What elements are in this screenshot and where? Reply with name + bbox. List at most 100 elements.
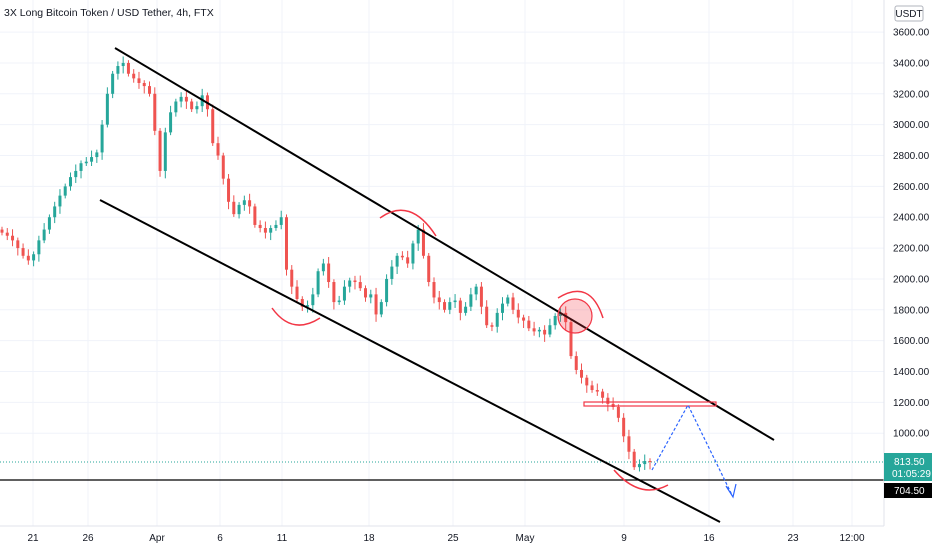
candle-body [574, 356, 578, 370]
candle-body [348, 280, 352, 287]
candle-body [116, 66, 120, 74]
resistance-arc-2[interactable] [557, 290, 604, 319]
candle [353, 275, 357, 290]
candle-body [469, 294, 473, 307]
candle [490, 322, 494, 332]
candle [263, 221, 267, 239]
candle-body [79, 163, 83, 171]
candle [21, 243, 25, 259]
candle-body [16, 240, 20, 249]
candle-body [32, 254, 36, 261]
candle [284, 214, 288, 276]
candle-body [464, 306, 468, 313]
candle-series [0, 56, 652, 472]
candle [0, 226, 4, 236]
support-arc-1[interactable] [271, 307, 321, 326]
candle-body [68, 177, 72, 187]
channel-upper-line[interactable] [114, 47, 775, 441]
candle [195, 101, 199, 114]
candle [248, 193, 252, 214]
candle-body [569, 322, 573, 357]
candle-body [63, 186, 67, 196]
candle-body [221, 155, 225, 179]
x-tick-label: May [516, 533, 535, 544]
candle [342, 280, 346, 305]
candle-body [169, 112, 173, 133]
candle [432, 277, 436, 304]
candle [458, 297, 462, 321]
candle [53, 201, 57, 224]
candle-body [242, 200, 246, 205]
currency-badge[interactable]: USDT [894, 5, 924, 22]
x-tick-label: 21 [27, 533, 39, 544]
candle-body [453, 300, 457, 303]
candle-body [295, 286, 299, 299]
candle-body [500, 303, 504, 313]
candle [63, 183, 67, 199]
x-tick-label: 11 [277, 533, 288, 544]
candle [274, 220, 278, 231]
candle [100, 120, 104, 160]
candle-body [437, 297, 441, 303]
candle-body [100, 124, 104, 153]
candle [253, 203, 257, 228]
price-axis[interactable]: 3600.00 3400.00 3200.00 3000.00 2800.00 2600.… [893, 28, 930, 440]
x-tick-label: 6 [217, 533, 223, 544]
highlight-circle[interactable] [557, 298, 593, 334]
candle-body [74, 170, 78, 178]
candle [37, 235, 41, 262]
candle [111, 70, 115, 99]
candle [332, 279, 336, 310]
candle-body [342, 286, 346, 301]
candle [316, 268, 320, 298]
candle-body [595, 390, 599, 392]
candle-body [274, 224, 278, 229]
candle-body [400, 255, 404, 258]
candle [395, 253, 399, 275]
candle-body [47, 217, 51, 230]
candle-body [564, 312, 568, 323]
candle [190, 98, 194, 113]
candle-body [121, 62, 125, 67]
resistance-zone[interactable] [583, 401, 717, 407]
candle [548, 318, 552, 338]
candle-body [458, 300, 462, 313]
y-tick-label: 2800.00 [893, 151, 930, 162]
candle [242, 195, 246, 211]
candle-body [485, 306, 489, 326]
candle-body [26, 255, 30, 261]
candle [532, 321, 536, 336]
candle-body [648, 460, 652, 462]
x-tick-label: Apr [149, 533, 165, 544]
time-axis[interactable]: 21 26 Apr 6 11 18 25 May 9 16 23 12:00 [27, 533, 865, 544]
candle [232, 195, 236, 217]
candle-body [137, 78, 141, 83]
candle [574, 351, 578, 375]
candle [427, 253, 431, 287]
candle-body [337, 300, 341, 303]
candle-body [632, 451, 636, 468]
candle-body [132, 73, 136, 79]
projection-path[interactable] [651, 403, 733, 496]
candle [84, 157, 88, 167]
candle-body [590, 385, 594, 391]
candle [406, 250, 410, 268]
candle [622, 413, 626, 443]
candle [511, 292, 515, 315]
grid-lines [0, 0, 884, 526]
candle [558, 308, 562, 322]
candle-body [290, 269, 294, 287]
candle-body [163, 132, 167, 171]
candle [300, 296, 304, 312]
resistance-arc-1[interactable] [379, 209, 437, 237]
candle [337, 295, 341, 305]
candle [116, 61, 120, 80]
candle-body [379, 302, 383, 315]
y-tick-label: 1200.00 [893, 398, 930, 409]
candle-body [364, 288, 368, 298]
channel-lower-line[interactable] [99, 199, 721, 523]
candle [258, 220, 262, 233]
candle-body [516, 309, 520, 318]
support-arc-2[interactable] [613, 469, 669, 491]
candle [148, 81, 152, 97]
